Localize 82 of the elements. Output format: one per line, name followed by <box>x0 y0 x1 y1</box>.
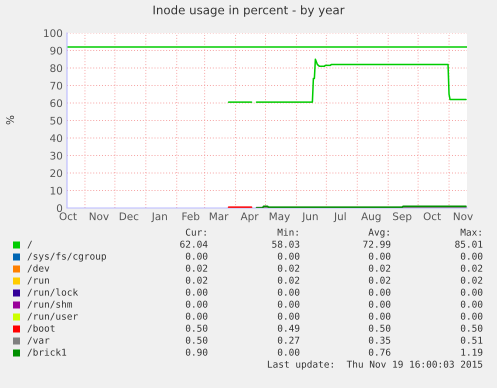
text: 0.27 <box>278 336 300 344</box>
text: 0.00 <box>460 252 482 260</box>
text: 62.04 <box>180 240 208 248</box>
legend-label: /run/lock <box>27 288 78 297</box>
legend-label: /sys/fs/cgroup <box>27 252 106 262</box>
text: 0.00 <box>186 288 208 296</box>
x-tick-label: Oct <box>60 212 77 220</box>
text: 0.00 <box>368 252 390 260</box>
y-tick-label: 20 <box>50 169 62 178</box>
text: 0.50 <box>368 324 390 332</box>
legend-label: /run <box>27 276 49 285</box>
chart-title: Inode usage in percent - by year <box>154 5 345 17</box>
text: 85.01 <box>455 240 482 248</box>
text: 0.51 <box>460 336 482 344</box>
text: Max: <box>460 228 481 236</box>
text: 0.00 <box>186 312 208 320</box>
text: 0.00 <box>368 312 390 320</box>
legend-label: /var <box>27 336 50 345</box>
legend-label: /boot <box>27 324 55 333</box>
x-tick-label: Jan <box>151 212 167 222</box>
text: 0.00 <box>278 300 300 308</box>
text: 0.00 <box>460 288 482 296</box>
text: 0.00 <box>278 252 300 260</box>
text: 0.02 <box>186 264 208 272</box>
text: 0.02 <box>368 264 390 272</box>
text: 0.00 <box>186 252 208 260</box>
y-tick-label: 80 <box>50 64 62 72</box>
text: 0.49 <box>278 324 300 332</box>
x-tick-label: Dec <box>120 212 138 220</box>
x-tick-label: Nov <box>90 212 109 220</box>
text: 0.90 <box>186 348 208 356</box>
text: 72.99 <box>363 240 390 248</box>
legend-label: /dev <box>27 264 50 273</box>
text: 0.00 <box>186 300 208 308</box>
x-tick-label: Jun <box>302 212 318 222</box>
y-tick-label: 60 <box>50 99 62 108</box>
text: 0.02 <box>368 276 390 284</box>
text: 0.02 <box>460 276 482 284</box>
y-axis-title: % <box>6 116 14 124</box>
x-tick-label: Sep <box>393 212 412 222</box>
text: 0.02 <box>460 264 482 272</box>
text: Avg: <box>368 228 389 238</box>
text: 0.00 <box>278 348 300 356</box>
text: 0.02 <box>278 264 300 272</box>
text: 0.00 <box>278 288 300 296</box>
text: 0.35 <box>368 336 390 344</box>
x-tick-label: Feb <box>182 212 200 220</box>
text: 1.19 <box>461 348 482 356</box>
legend-label: / <box>27 240 32 249</box>
x-tick-label: Oct <box>424 212 441 220</box>
x-tick-label: Nov <box>454 212 473 220</box>
text: 0.00 <box>460 300 482 308</box>
y-tick-label: 30 <box>50 152 62 160</box>
x-tick-label: May <box>270 212 290 222</box>
y-tick-label: 50 <box>50 116 62 125</box>
legend-label: /brick1 <box>27 348 66 357</box>
text: 0.00 <box>368 288 390 296</box>
text: 0.50 <box>186 336 208 344</box>
x-tick-label: Mar <box>210 212 228 220</box>
text: 0.00 <box>278 312 300 320</box>
y-tick-label: 70 <box>50 82 62 90</box>
y-tick-label: 0 <box>56 204 62 212</box>
text: 0.00 <box>368 300 390 308</box>
text: Cur: <box>186 228 206 236</box>
x-tick-label: Aug <box>361 212 380 222</box>
text: 0.50 <box>186 324 208 332</box>
y-tick-label: 90 <box>50 46 62 55</box>
text: 0.50 <box>460 324 482 332</box>
legend-label: /run/shm <box>27 300 72 309</box>
text: 0.00 <box>460 312 482 320</box>
y-tick-label: 10 <box>50 186 62 195</box>
text: 0.76 <box>368 348 390 356</box>
y-tick-label: 100 <box>44 29 62 38</box>
legend-label: /run/user <box>27 312 78 321</box>
y-tick-label: 40 <box>50 134 62 142</box>
x-tick-label: Apr <box>240 212 259 222</box>
text: 58.03 <box>272 240 300 248</box>
text: Last update: Thu Nov 19 16:00:03 2015 <box>268 360 482 370</box>
text: Min: <box>278 228 298 236</box>
x-tick-label: Jul <box>333 212 346 222</box>
text: 0.02 <box>278 276 300 284</box>
text: 0.02 <box>186 276 208 284</box>
